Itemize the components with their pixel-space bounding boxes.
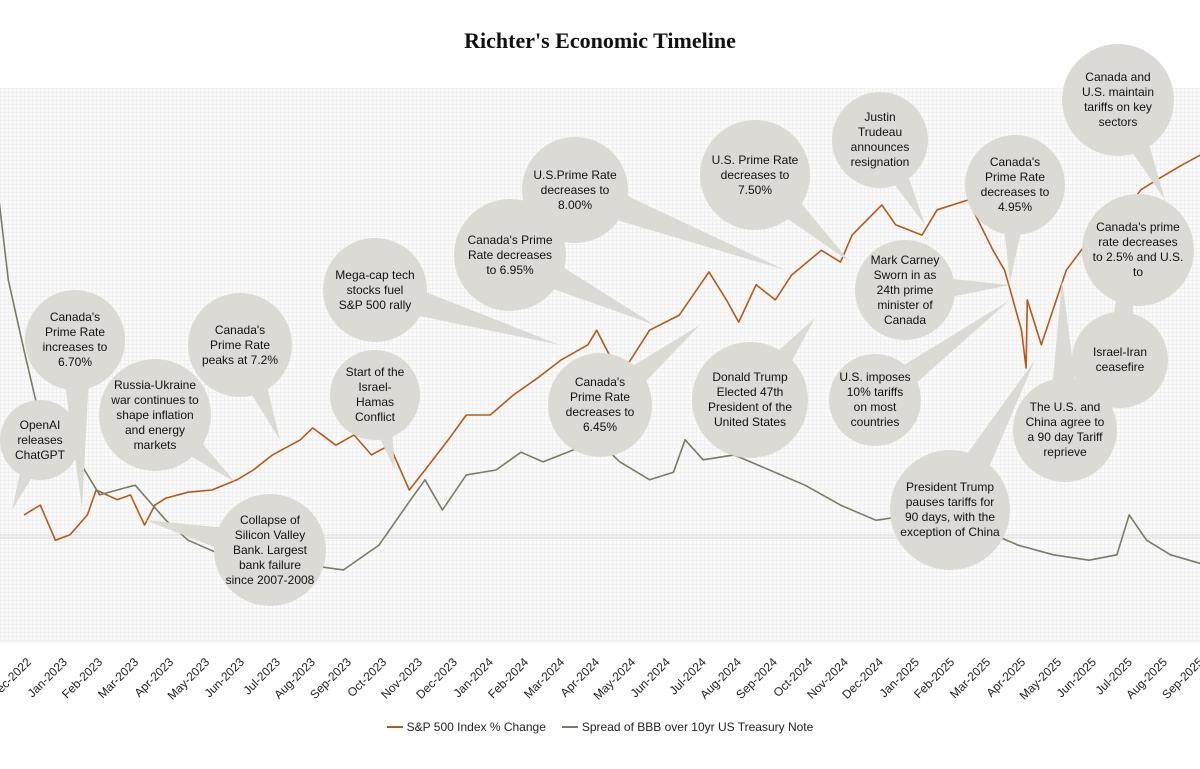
annotation-text: U.S. imposes 10% tariffs on most countri…	[839, 370, 911, 429]
annotation-bubble: Mark Carney Sworn in as 24th prime minis…	[855, 240, 955, 340]
annotation-bubble: Mega-cap tech stocks fuel S&P 500 rally	[323, 238, 427, 342]
annotation-text: Canada's Prime Rate decreases to 6.45%	[565, 375, 635, 434]
annotation-bubble: Canada's prime rate decreases to 2.5% an…	[1082, 194, 1194, 306]
annotation-text: Canada and U.S. maintain tariffs on key …	[1081, 70, 1155, 129]
annotation-bubble: Start of the Israel-Hamas Conflict	[330, 350, 420, 440]
annotation-bubble: U.S.Prime Rate decreases to 8.00%	[522, 137, 628, 243]
annotation-text: Israel-Iran ceasefire	[1092, 345, 1148, 374]
legend-label: S&P 500 Index % Change	[406, 720, 546, 734]
annotation-bubble: Israel-Iran ceasefire	[1072, 312, 1168, 408]
legend-label: Spread of BBB over 10yr US Treasury Note	[581, 720, 814, 734]
annotation-text: Mark Carney Sworn in as 24th prime minis…	[870, 252, 940, 327]
annotation-text: U.S. Prime Rate decreases to 7.50%	[711, 152, 799, 197]
legend-item-sp500: S&P 500 Index % Change	[386, 720, 546, 734]
annotation-text: Donald Trump Elected 47th President of t…	[707, 370, 793, 429]
annotation-text: U.S.Prime Rate decreases to 8.00%	[533, 167, 617, 212]
annotation-bubble: U.S. Prime Rate decreases to 7.50%	[700, 120, 810, 230]
annotation-bubble: Justin Trudeau announces resignation	[832, 92, 928, 188]
series-line-sp500	[23, 154, 1200, 542]
annotation-text: Canada's Prime Rate decreases to 6.95%	[467, 232, 553, 277]
annotation-text: OpenAI releases ChatGPT	[14, 417, 65, 462]
annotation-bubble: Canada's Prime Rate decreases to 4.95%	[965, 135, 1065, 235]
annotation-text: Canada's Prime Rate peaks at 7.2%	[201, 322, 279, 367]
annotation-bubble: OpenAI releases ChatGPT	[0, 400, 80, 480]
annotation-bubble: Donald Trump Elected 47th President of t…	[692, 342, 808, 458]
annotation-bubble: President Trump pauses tariffs for 90 da…	[890, 450, 1010, 570]
annotation-text: President Trump pauses tariffs for 90 da…	[900, 480, 1000, 539]
legend-swatch	[561, 726, 578, 728]
annotation-text: Collapse of Silicon Valley Bank. Largest…	[225, 512, 315, 587]
annotation-text: Canada's Prime Rate increases to 6.70%	[42, 310, 108, 369]
annotation-bubble: U.S. imposes 10% tariffs on most countri…	[829, 354, 921, 446]
annotation-bubble: Canada's Prime Rate increases to 6.70%	[25, 290, 125, 390]
annotation-text: The U.S. and China agree to a 90 day Tar…	[1025, 400, 1105, 459]
legend-item-bbb-spread: Spread of BBB over 10yr US Treasury Note	[561, 720, 814, 734]
annotation-bubble: Collapse of Silicon Valley Bank. Largest…	[214, 494, 326, 606]
annotation-bubble: Canada and U.S. maintain tariffs on key …	[1062, 44, 1174, 156]
annotation-text: Mega-cap tech stocks fuel S&P 500 rally	[335, 267, 415, 312]
annotation-text: Canada's Prime Rate decreases to 4.95%	[980, 155, 1050, 214]
zero-baseline	[0, 534, 1200, 539]
annotation-text: Canada's prime rate decreases to 2.5% an…	[1092, 220, 1184, 279]
annotation-text: Justin Trudeau announces resignation	[850, 110, 910, 169]
annotation-text: Start of the Israel-Hamas Conflict	[345, 365, 405, 424]
legend-swatch	[386, 726, 403, 728]
annotation-bubble: Canada's Prime Rate decreases to 6.45%	[548, 353, 652, 457]
annotation-text: Russia-Ukraine war continues to shape in…	[111, 377, 199, 452]
legend: S&P 500 Index % Change Spread of BBB ove…	[0, 720, 1200, 734]
chart-title: Richter's Economic Timeline	[464, 28, 736, 53]
annotation-bubble: Canada's Prime Rate peaks at 7.2%	[188, 293, 292, 397]
annotation-bubble: Russia-Ukraine war continues to shape in…	[99, 359, 211, 471]
